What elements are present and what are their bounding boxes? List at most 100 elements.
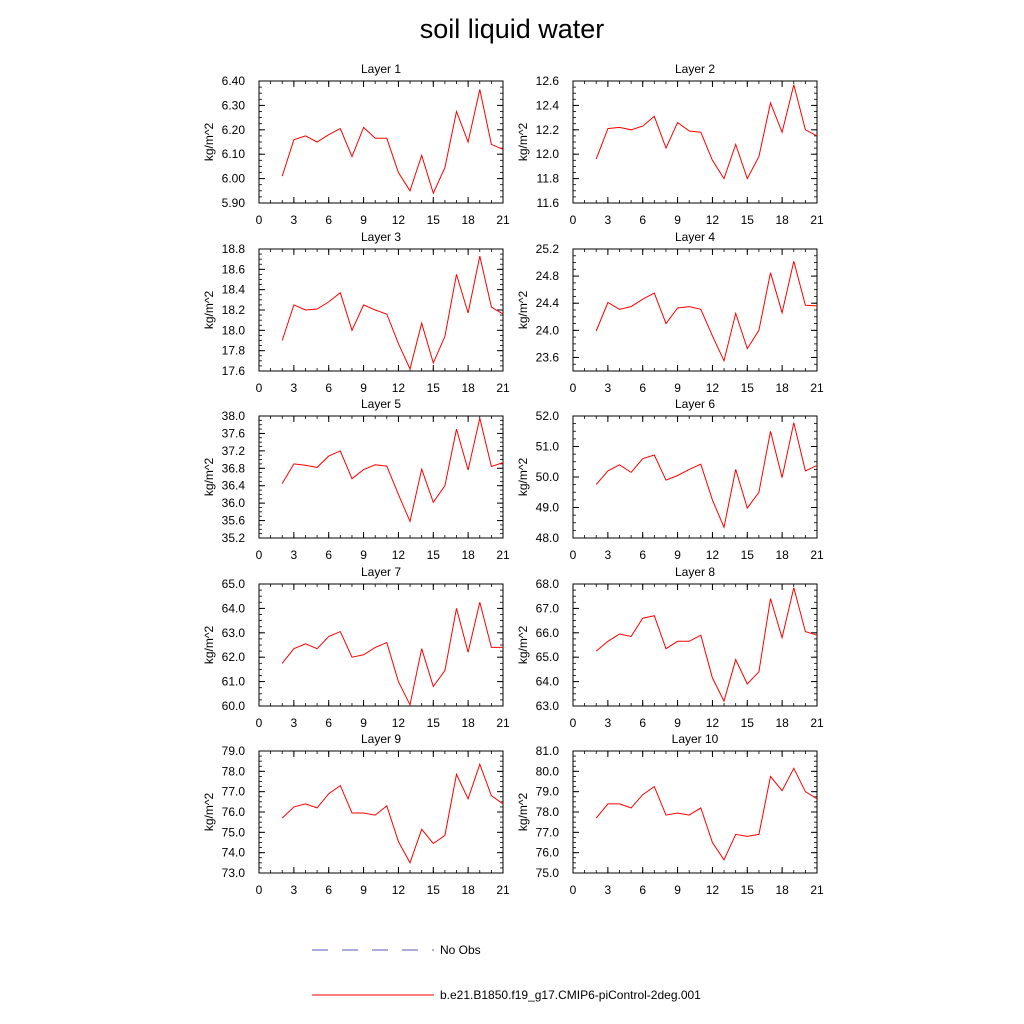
x-tick-label: 12 — [706, 213, 720, 227]
panel-title: Layer 9 — [361, 732, 401, 746]
chart-panel-layer-7: Layer 7 kg/m^2 0 3 6 9 12 15 18 21 60.0 61.0 62.0 63.… — [202, 565, 510, 730]
y-axis-label: kg/m^2 — [202, 626, 216, 665]
plot-frame — [572, 248, 818, 372]
x-tick-label: 15 — [427, 716, 441, 730]
x-tick-label: 12 — [706, 381, 720, 395]
y-tick-label: 49.0 — [536, 501, 560, 515]
chart-panel-layer-2: Layer 2 kg/m^2 0 3 6 9 12 15 18 21 11.6 11.8 12.0 12.… — [516, 62, 824, 227]
x-tick-label: 18 — [775, 716, 789, 730]
x-tick-label: 9 — [360, 883, 367, 897]
y-tick-label: 17.6 — [222, 364, 246, 378]
y-tick-label: 11.6 — [537, 196, 560, 210]
y-axis-label: kg/m^2 — [202, 291, 216, 330]
x-tick-label: 6 — [639, 883, 646, 897]
chart-panel-layer-9: Layer 9 kg/m^2 0 3 6 9 12 15 18 21 73.0 74.0 75.0 76.… — [202, 732, 510, 897]
x-tick-label: 9 — [674, 883, 681, 897]
y-tick-label: 25.2 — [536, 242, 560, 256]
x-tick-label: 9 — [360, 213, 367, 227]
x-tick-label: 6 — [325, 213, 332, 227]
x-tick-label: 3 — [291, 716, 298, 730]
x-tick-label: 15 — [427, 381, 441, 395]
chart-panel-layer-5: Layer 5 kg/m^2 0 3 6 9 12 15 18 21 35.2 35.6 36.0 36.… — [202, 397, 510, 562]
y-tick-label: 76.0 — [222, 805, 246, 819]
x-tick-label: 15 — [741, 381, 755, 395]
panels-container: Layer 1 kg/m^2 0 3 6 9 12 15 18 21 5.90 6.00 6.10 6.2… — [202, 62, 824, 897]
chart-panel-layer-8: Layer 8 kg/m^2 0 3 6 9 12 15 18 21 63.0 64.0 65.0 66.… — [516, 565, 824, 730]
y-tick-label: 66.0 — [536, 626, 560, 640]
x-tick-label: 18 — [775, 548, 789, 562]
panel-title: Layer 10 — [672, 732, 719, 746]
chart-title: soil liquid water — [419, 14, 605, 44]
y-tick-label: 6.30 — [222, 98, 246, 112]
y-tick-label: 18.6 — [222, 262, 246, 276]
y-tick-label: 78.0 — [222, 764, 246, 778]
y-tick-label: 12.6 — [536, 74, 560, 88]
x-tick-label: 18 — [775, 883, 789, 897]
y-tick-label: 17.8 — [222, 344, 246, 358]
x-tick-label: 12 — [706, 548, 720, 562]
x-tick-label: 3 — [291, 381, 298, 395]
x-tick-label: 3 — [605, 548, 612, 562]
x-tick-label: 0 — [570, 381, 577, 395]
y-tick-label: 65.0 — [222, 577, 246, 591]
y-tick-label: 48.0 — [536, 531, 560, 545]
plot-frame — [258, 750, 504, 874]
y-axis-label: kg/m^2 — [516, 626, 530, 665]
y-tick-label: 80.0 — [536, 764, 560, 778]
x-tick-label: 9 — [360, 381, 367, 395]
y-tick-label: 12.0 — [536, 147, 560, 161]
x-tick-label: 18 — [775, 213, 789, 227]
y-tick-label: 75.0 — [222, 825, 246, 839]
panel-title: Layer 6 — [675, 397, 715, 411]
plot-frame — [572, 415, 818, 539]
x-tick-label: 21 — [810, 716, 824, 730]
x-tick-label: 6 — [639, 716, 646, 730]
x-tick-label: 0 — [256, 883, 263, 897]
x-tick-label: 3 — [605, 381, 612, 395]
chart-panel-layer-3: Layer 3 kg/m^2 0 3 6 9 12 15 18 21 17.6 17.8 18.0 18.… — [202, 230, 510, 395]
y-axis-label: kg/m^2 — [202, 793, 216, 832]
x-tick-label: 21 — [496, 548, 510, 562]
y-axis-label: kg/m^2 — [202, 123, 216, 162]
x-tick-label: 12 — [392, 213, 406, 227]
chart-panel-layer-6: Layer 6 kg/m^2 0 3 6 9 12 15 18 21 48.0 49.0 50.0 51.… — [516, 397, 824, 562]
series-line — [595, 422, 818, 529]
panel-title: Layer 8 — [675, 565, 715, 579]
series-line — [281, 418, 504, 524]
x-tick-label: 21 — [496, 883, 510, 897]
y-tick-label: 73.0 — [222, 866, 246, 880]
y-tick-label: 5.90 — [222, 196, 246, 210]
x-tick-label: 0 — [256, 548, 263, 562]
y-tick-label: 62.0 — [222, 650, 246, 664]
y-tick-label: 79.0 — [222, 744, 246, 758]
y-axis-label: kg/m^2 — [202, 458, 216, 497]
x-tick-label: 6 — [639, 548, 646, 562]
panel-title: Layer 7 — [361, 565, 401, 579]
x-tick-label: 18 — [461, 381, 475, 395]
y-tick-label: 65.0 — [536, 650, 560, 664]
y-tick-label: 35.6 — [222, 514, 246, 528]
x-tick-label: 0 — [256, 213, 263, 227]
y-tick-label: 81.0 — [536, 744, 560, 758]
y-tick-label: 79.0 — [536, 785, 560, 799]
y-tick-label: 11.8 — [537, 172, 560, 186]
plot-frame — [258, 415, 504, 539]
y-tick-label: 75.0 — [536, 866, 560, 880]
plot-frame — [572, 80, 818, 204]
y-axis-label: kg/m^2 — [516, 458, 530, 497]
y-tick-label: 63.0 — [536, 699, 560, 713]
series-line — [595, 261, 818, 363]
y-tick-label: 18.4 — [222, 283, 246, 297]
series-line — [281, 89, 504, 195]
panel-title: Layer 2 — [675, 62, 715, 76]
legend-label-no-obs: No Obs — [440, 943, 481, 957]
panel-title: Layer 4 — [675, 230, 715, 244]
plot-frame — [572, 583, 818, 707]
y-tick-label: 60.0 — [222, 699, 246, 713]
y-tick-label: 38.0 — [222, 409, 246, 423]
y-tick-label: 36.4 — [222, 479, 246, 493]
x-tick-label: 0 — [570, 213, 577, 227]
y-tick-label: 24.0 — [536, 323, 560, 337]
x-tick-label: 18 — [461, 213, 475, 227]
